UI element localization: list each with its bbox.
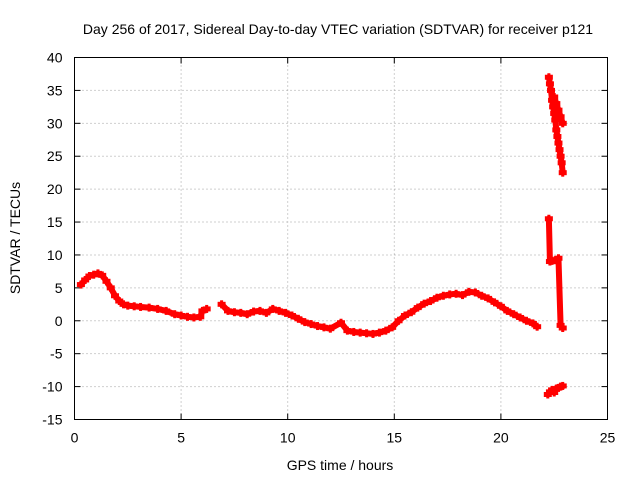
x-tick-label: 25: [600, 430, 616, 446]
plot-frame: [74, 57, 608, 420]
x-tick-label: 20: [493, 430, 509, 446]
grid-lines: [74, 57, 608, 420]
y-tick-label: 35: [47, 82, 63, 98]
y-tick-label: 15: [47, 214, 63, 230]
data-segment: [545, 215, 553, 265]
series-lower-arc: [543, 381, 567, 399]
y-tick-label: -15: [42, 412, 62, 428]
x-tick-label: 10: [280, 430, 296, 446]
y-tick-label: 10: [47, 247, 63, 263]
data-point: [554, 254, 564, 329]
data-segment: [555, 255, 564, 329]
data-point: [533, 322, 542, 331]
data-point: [558, 381, 567, 390]
y-tick-label: 5: [55, 280, 63, 296]
series-main-arc: [76, 269, 542, 338]
series-short-upper-streak: [550, 92, 567, 128]
data-points: [76, 73, 567, 399]
x-tick-label: 5: [177, 430, 185, 446]
x-tick-label: 15: [387, 430, 403, 446]
y-tick-label: 0: [55, 313, 63, 329]
axis-ticks: [74, 57, 608, 420]
data-point: [202, 304, 211, 313]
y-tick-label: 20: [47, 181, 63, 197]
y-tick-label: 40: [47, 50, 63, 66]
x-axis-label: GPS time / hours: [287, 457, 394, 473]
y-tick-label: -5: [50, 346, 63, 362]
y-tick-labels: -15 -10 -5 0 5 10 15 20 25 30 35 40: [42, 50, 62, 428]
series-upper-descending-arc: [544, 73, 567, 177]
y-axis-label: SDTVAR / TECUs: [7, 182, 23, 294]
y-tick-label: 25: [47, 148, 63, 164]
data-point: [558, 119, 567, 128]
data-point: [558, 324, 567, 333]
x-tick-label: 0: [71, 430, 79, 446]
data-point: [558, 168, 567, 177]
y-tick-label: 30: [47, 115, 63, 131]
data-point: [544, 214, 553, 265]
chart-title: Day 256 of 2017, Sidereal Day-to-day VTE…: [83, 21, 593, 37]
x-tick-labels: 0 5 10 15 20 25: [71, 430, 616, 446]
y-tick-label: -10: [42, 379, 62, 395]
series-isolated-points: [544, 214, 567, 333]
